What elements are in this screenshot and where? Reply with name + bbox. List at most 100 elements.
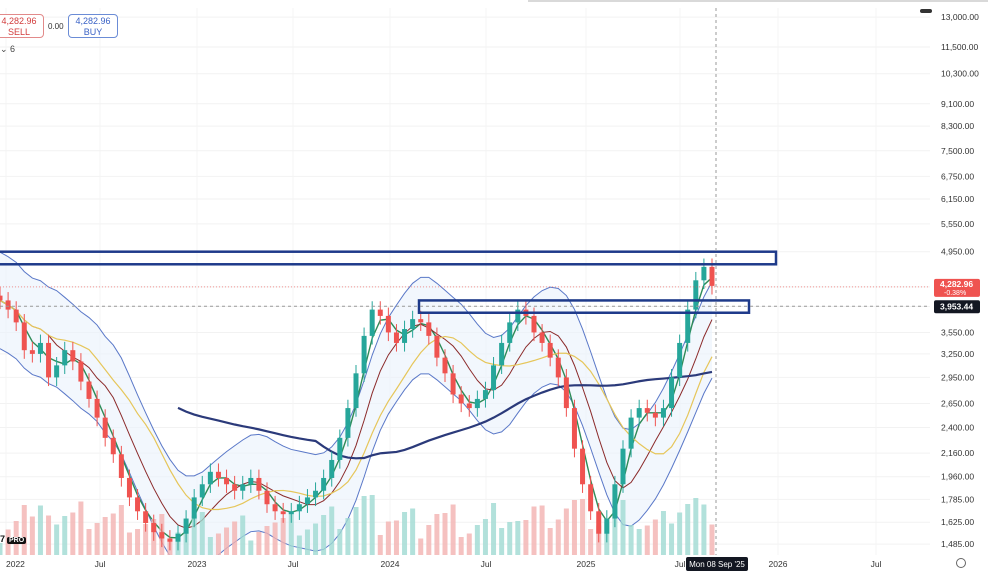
candle-body: [215, 471, 221, 478]
price-tick-label: 1,960.00: [941, 472, 974, 482]
volume-bar: [256, 532, 262, 555]
candle-body: [167, 538, 173, 542]
candle-body: [143, 511, 149, 523]
volume-bar: [78, 501, 84, 555]
price-tick-label: 6,150.00: [941, 194, 974, 204]
volume-bar: [361, 496, 367, 555]
candle-body: [402, 329, 408, 343]
price-axis[interactable]: 13,000.00 11,500.00 10,300.00 9,100.00 8,300…: [930, 0, 988, 572]
candle-body: [78, 361, 84, 382]
volume-bar: [94, 523, 100, 555]
candle-body: [304, 497, 310, 505]
volume-bar: [571, 500, 577, 555]
candle-body: [620, 448, 626, 485]
volume-bar: [232, 521, 238, 555]
volume-bar: [46, 515, 52, 555]
price-tick-label: 13,000.00: [941, 12, 979, 22]
volume-bar: [102, 517, 108, 555]
crosshair-date-label: Mon 08 Sep '25: [689, 560, 745, 569]
candle-body: [46, 342, 52, 378]
candle-body: [62, 350, 68, 366]
buy-button[interactable]: 4,282.96 BUY: [68, 14, 118, 38]
volume-bar: [143, 524, 149, 555]
crosshair: [0, 8, 930, 555]
candle-body: [329, 459, 335, 478]
buy-price: 4,282.96: [75, 16, 111, 26]
candle-body: [547, 342, 553, 358]
candle-body: [539, 332, 545, 343]
candle-body: [248, 477, 254, 485]
crosshair-price-label: 3,953.44: [940, 301, 973, 311]
price-tick-label: 2,160.00: [941, 448, 974, 458]
volume-bar: [612, 508, 618, 555]
volume-bar: [313, 523, 319, 555]
candle-body: [118, 454, 124, 478]
volume-bar: [555, 519, 561, 555]
volume-bar: [337, 529, 343, 555]
indicator-toggle[interactable]: ⌄ 6: [0, 44, 16, 54]
candle-body: [207, 471, 213, 485]
volume-bar: [507, 522, 513, 555]
volume-bar: [588, 529, 594, 555]
sell-button[interactable]: 4,282.96 SELL: [0, 14, 44, 38]
candle-body: [442, 357, 448, 374]
candle-body: [321, 477, 327, 491]
candle-body: [385, 315, 391, 333]
candle-body: [369, 309, 375, 336]
price-tick-label: 10,300.00: [941, 69, 979, 79]
candle-body: [264, 490, 270, 505]
resistance-zone[interactable]: [0, 250, 778, 266]
resistance-zones[interactable]: [0, 250, 778, 314]
volume-bar: [304, 529, 310, 555]
candle-body: [450, 373, 456, 395]
pro-badge: PRO: [7, 537, 27, 544]
volume-bar: [450, 504, 456, 555]
volume-bar: [385, 521, 391, 555]
candle-body: [159, 532, 165, 539]
volume-bar: [240, 515, 246, 555]
volume-bar: [191, 515, 197, 555]
current-price-label: 4,282.96: [940, 279, 973, 289]
current-price-tag: [934, 278, 980, 297]
volume-bar: [329, 506, 335, 555]
volume-bar: [86, 529, 92, 555]
candle-body: [434, 335, 440, 358]
volume-bar: [685, 504, 691, 555]
volume-bar: [377, 535, 383, 555]
minimize-icon[interactable]: [920, 9, 932, 13]
settings-icon[interactable]: [956, 558, 966, 568]
candle-body: [491, 365, 497, 391]
candle-body: [482, 390, 488, 399]
volume-bar: [434, 514, 440, 555]
time-tick-label: Jul: [675, 559, 686, 569]
volume-bar: [272, 522, 278, 555]
candle-body: [563, 377, 569, 409]
price-tick-label: 7,500.00: [941, 146, 974, 156]
time-tick-label: 2023: [188, 559, 207, 569]
price-tick-label: 2,950.00: [941, 372, 974, 382]
candle-body: [596, 511, 602, 534]
volume-bar: [207, 537, 213, 555]
volume-bar: [37, 505, 43, 555]
volume-bar: [296, 535, 302, 555]
candle-body: [13, 309, 19, 323]
resistance-zone[interactable]: [417, 299, 751, 314]
time-axis-bg: [0, 555, 988, 572]
volume-bar: [215, 533, 221, 555]
candle-body: [126, 477, 132, 498]
time-tick-label: Jul: [95, 559, 106, 569]
candle-body: [353, 373, 359, 409]
candle-body: [0, 295, 3, 301]
buy-label: BUY: [83, 27, 103, 37]
volume-bar: [628, 525, 634, 555]
volume-bar: [563, 508, 569, 555]
volume-bar: [54, 524, 60, 555]
volume-bar: [709, 524, 715, 555]
volume-bar: [126, 532, 132, 555]
candle-body: [345, 408, 351, 438]
volume-bar: [264, 526, 270, 555]
volume-bar: [0, 543, 3, 555]
